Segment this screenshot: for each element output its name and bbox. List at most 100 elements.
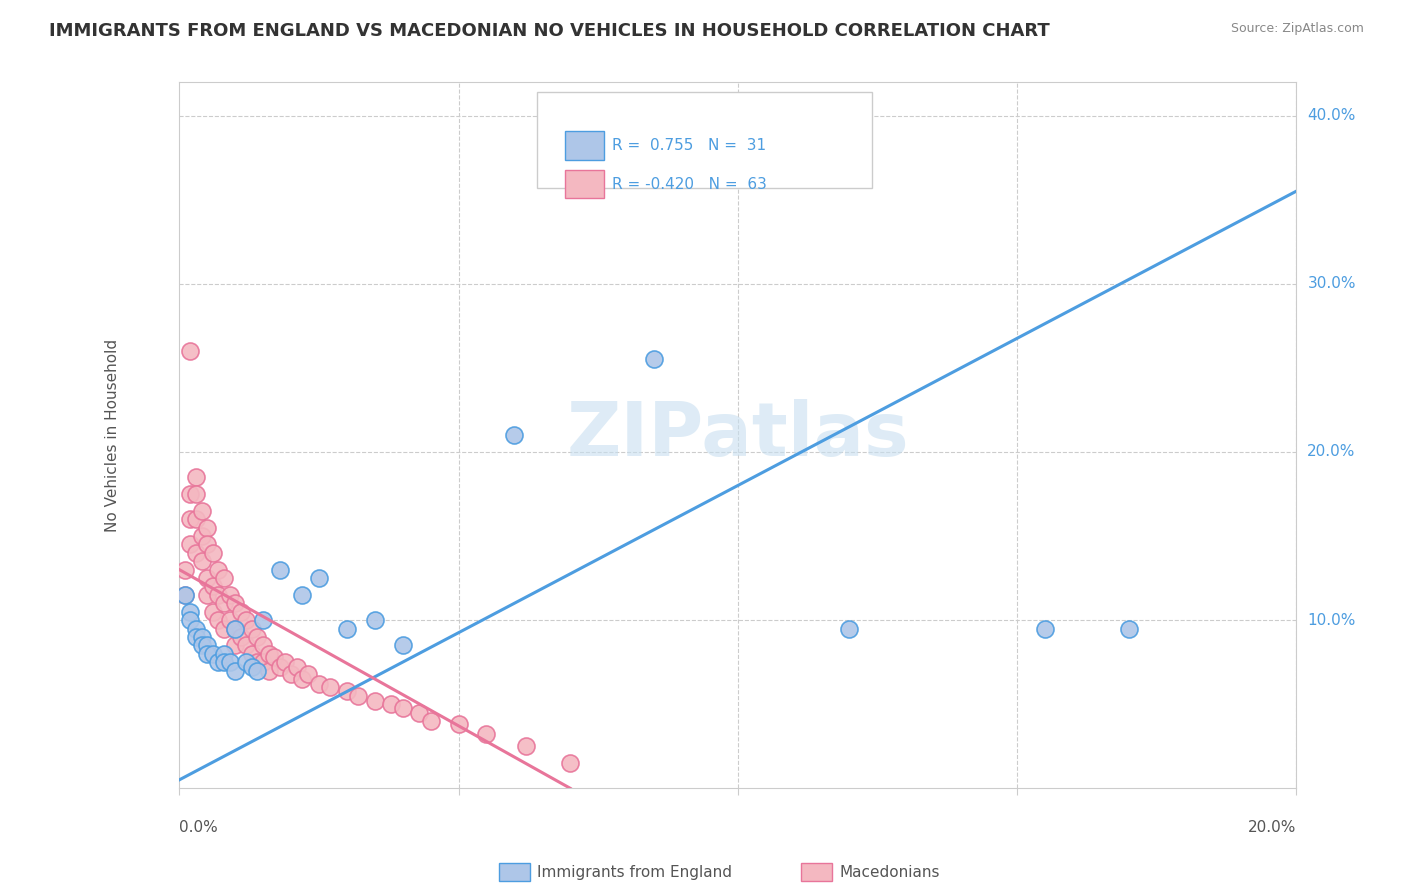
Point	[224, 622, 246, 636]
Text: 20.0%: 20.0%	[1249, 820, 1296, 835]
Point	[297, 667, 319, 681]
Text: Source: ZipAtlas.com: Source: ZipAtlas.com	[1230, 22, 1364, 36]
Point	[179, 487, 201, 501]
Point	[285, 660, 308, 674]
Point	[184, 487, 207, 501]
Bar	[565, 170, 603, 198]
Point	[1033, 622, 1056, 636]
Point	[184, 546, 207, 560]
Point	[235, 638, 257, 652]
Point	[560, 756, 582, 770]
Point	[291, 588, 314, 602]
Text: 20.0%: 20.0%	[1308, 444, 1355, 459]
Point	[235, 655, 257, 669]
Point	[207, 613, 229, 627]
Point	[246, 664, 269, 678]
Point	[195, 571, 218, 585]
Point	[184, 512, 207, 526]
Bar	[565, 131, 603, 160]
Point	[224, 664, 246, 678]
Point	[179, 343, 201, 358]
Point	[263, 650, 285, 665]
Point	[419, 714, 441, 728]
Point	[391, 700, 413, 714]
Point	[336, 683, 359, 698]
Point	[195, 638, 218, 652]
Point	[269, 660, 291, 674]
Point	[308, 571, 330, 585]
Point	[190, 529, 212, 543]
Point	[240, 622, 263, 636]
Point	[179, 512, 201, 526]
Point	[364, 613, 387, 627]
Point	[252, 638, 274, 652]
Text: No Vehicles in Household: No Vehicles in Household	[105, 339, 120, 532]
Point	[269, 563, 291, 577]
Point	[319, 681, 342, 695]
Point	[201, 579, 224, 593]
Point	[257, 647, 280, 661]
Point	[364, 694, 387, 708]
Point	[224, 622, 246, 636]
Point	[190, 554, 212, 568]
Point	[179, 605, 201, 619]
Point	[515, 739, 537, 754]
Point	[252, 655, 274, 669]
Point	[229, 630, 252, 644]
Point	[212, 622, 235, 636]
Point	[190, 630, 212, 644]
Point	[179, 537, 201, 551]
Point	[184, 470, 207, 484]
Point	[195, 537, 218, 551]
Point	[308, 677, 330, 691]
Point	[224, 638, 246, 652]
FancyBboxPatch shape	[537, 93, 872, 188]
Point	[207, 655, 229, 669]
Point	[235, 613, 257, 627]
Text: 0.0%: 0.0%	[180, 820, 218, 835]
Point	[224, 596, 246, 610]
Point	[391, 638, 413, 652]
Point	[218, 613, 240, 627]
Point	[184, 630, 207, 644]
Point	[503, 428, 526, 442]
Point	[201, 546, 224, 560]
Point	[257, 664, 280, 678]
Point	[252, 613, 274, 627]
Point	[218, 588, 240, 602]
Point	[173, 588, 195, 602]
Point	[347, 689, 370, 703]
Point	[195, 588, 218, 602]
Point	[173, 563, 195, 577]
Point	[218, 655, 240, 669]
Point	[246, 655, 269, 669]
Point	[207, 563, 229, 577]
Point	[212, 596, 235, 610]
Point	[212, 571, 235, 585]
Point	[190, 638, 212, 652]
Point	[190, 504, 212, 518]
Point	[195, 520, 218, 534]
Point	[336, 622, 359, 636]
Text: Immigrants from England: Immigrants from England	[537, 865, 733, 880]
Point	[173, 588, 195, 602]
Point	[195, 647, 218, 661]
Text: 10.0%: 10.0%	[1308, 613, 1355, 628]
Point	[240, 660, 263, 674]
Point	[291, 672, 314, 686]
Text: IMMIGRANTS FROM ENGLAND VS MACEDONIAN NO VEHICLES IN HOUSEHOLD CORRELATION CHART: IMMIGRANTS FROM ENGLAND VS MACEDONIAN NO…	[49, 22, 1050, 40]
Point	[280, 667, 302, 681]
Text: Macedonians: Macedonians	[839, 865, 939, 880]
Point	[179, 613, 201, 627]
Point	[447, 717, 470, 731]
Text: 30.0%: 30.0%	[1308, 277, 1355, 291]
Point	[229, 605, 252, 619]
Point	[1118, 622, 1140, 636]
Text: R = -0.420   N =  63: R = -0.420 N = 63	[612, 177, 766, 192]
Point	[838, 622, 860, 636]
Text: R =  0.755   N =  31: R = 0.755 N = 31	[612, 138, 766, 153]
Point	[475, 727, 498, 741]
Point	[408, 706, 430, 720]
Point	[207, 588, 229, 602]
Point	[380, 697, 402, 711]
